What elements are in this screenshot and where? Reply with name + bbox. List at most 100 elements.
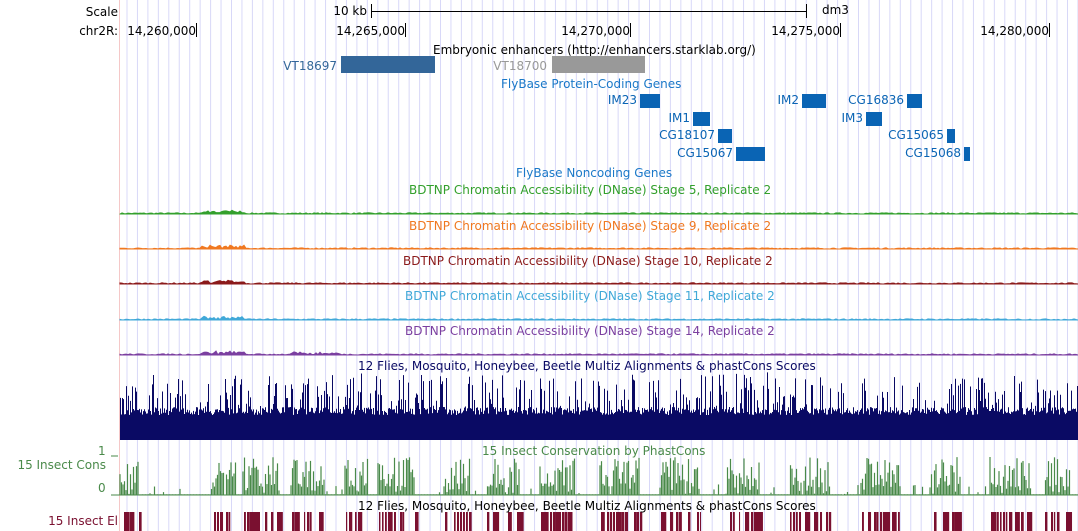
conserved-element	[466, 512, 468, 531]
conserved-element	[946, 512, 950, 531]
dnase-track-title[interactable]: BDTNP Chromatin Accessibility (DNase) St…	[409, 183, 772, 197]
conserved-element	[1045, 512, 1048, 531]
dnase-track-title[interactable]: BDTNP Chromatin Accessibility (DNase) St…	[403, 254, 773, 268]
conserved-element	[661, 512, 665, 531]
conserved-element	[751, 512, 754, 531]
conserved-element	[469, 512, 472, 531]
conserved-element	[244, 512, 246, 531]
gene-feature[interactable]	[693, 112, 710, 126]
protein-genes-track-title[interactable]: FlyBase Protein-Coding Genes	[501, 77, 682, 91]
conserved-element	[877, 512, 879, 531]
conserved-element	[226, 512, 229, 531]
conserved-element	[688, 512, 691, 531]
conserved-element	[280, 512, 283, 531]
elements-track-title[interactable]: 12 Flies, Mosquito, Honeybee, Beetle Mul…	[358, 499, 816, 513]
gene-feature[interactable]	[947, 129, 955, 143]
gene-label[interactable]: CG18107	[659, 128, 715, 142]
gene-feature[interactable]	[907, 94, 922, 108]
gene-feature[interactable]	[640, 94, 660, 108]
conserved-element	[295, 512, 299, 531]
conserved-element	[556, 512, 560, 531]
conserved-element	[997, 512, 999, 531]
conserved-element	[1015, 512, 1019, 531]
gene-label[interactable]: IM23	[607, 93, 637, 107]
conserved-element	[517, 512, 521, 531]
phastcons-track-title[interactable]: 15 Insect Conservation by PhastCons	[482, 444, 706, 458]
conserved-element	[217, 512, 219, 531]
conserved-element	[1027, 512, 1031, 531]
gene-feature[interactable]	[736, 147, 765, 161]
conserved-element	[403, 512, 405, 531]
conserved-element	[277, 512, 281, 531]
conserved-element	[550, 512, 553, 531]
dnase-track-title[interactable]: BDTNP Chromatin Accessibility (DNase) St…	[405, 289, 775, 303]
conserved-element	[487, 512, 490, 531]
conserved-element	[700, 512, 702, 531]
enhancer-feature[interactable]	[552, 56, 645, 73]
conserved-element	[829, 512, 832, 531]
gene-label[interactable]: CG15068	[905, 146, 961, 160]
enhancer-label[interactable]: VT18700	[493, 59, 547, 73]
conserved-element	[247, 512, 250, 531]
conserved-element	[361, 512, 363, 531]
dnase-signal	[119, 244, 1078, 250]
conserved-element	[814, 512, 818, 531]
dnase-signal	[119, 209, 1078, 215]
conserved-element	[349, 512, 353, 531]
gene-label[interactable]: IM3	[841, 111, 863, 125]
conserved-element	[391, 512, 393, 531]
conserved-element	[382, 512, 384, 531]
enhancer-feature[interactable]	[341, 56, 435, 73]
noncoding-genes-track-title[interactable]: FlyBase Noncoding Genes	[516, 166, 673, 180]
conserved-element	[319, 512, 323, 531]
conserved-element	[796, 512, 798, 531]
position-label: 14,280,000	[980, 24, 1049, 38]
conserved-element	[496, 512, 500, 531]
conserved-element	[613, 512, 616, 531]
gene-label[interactable]: CG16836	[848, 93, 904, 107]
gene-feature[interactable]	[866, 112, 882, 126]
gene-label[interactable]: CG15065	[888, 128, 944, 142]
scale-bar-end	[806, 4, 807, 18]
elements-side-label[interactable]: 15 Insect El	[48, 514, 118, 528]
multiz-track-title[interactable]: 12 Flies, Mosquito, Honeybee, Beetle Mul…	[358, 359, 816, 373]
conserved-element	[229, 512, 231, 531]
conserved-element	[304, 512, 306, 531]
conserved-element	[607, 512, 610, 531]
position-tick	[1049, 23, 1050, 37]
conserved-element	[748, 512, 750, 531]
conserved-element	[520, 512, 524, 531]
conserved-element	[307, 512, 310, 531]
conserved-element	[697, 512, 700, 531]
conserved-element	[220, 512, 224, 531]
enhancer-label[interactable]: VT18697	[283, 59, 337, 73]
gene-feature[interactable]	[964, 147, 970, 161]
dnase-track-title[interactable]: BDTNP Chromatin Accessibility (DNase) St…	[405, 324, 775, 338]
conserved-element	[460, 512, 463, 531]
conserved-element	[943, 512, 947, 531]
conserved-element	[991, 512, 995, 531]
conserved-element	[124, 512, 128, 531]
conserved-element	[1054, 512, 1056, 531]
conserved-element	[400, 512, 403, 531]
conserved-element	[640, 512, 643, 531]
conserved-element	[1021, 512, 1024, 531]
gene-label[interactable]: CG15067	[677, 146, 733, 160]
enhancers-track-title[interactable]: Embryonic enhancers (http://enhancers.st…	[433, 43, 756, 57]
phastcons-side-label[interactable]: 15 Insect Cons	[17, 458, 106, 472]
conserved-element	[892, 512, 896, 531]
gene-feature[interactable]	[802, 94, 826, 108]
conserved-element	[874, 512, 877, 531]
chrom-label: chr2R:	[79, 24, 118, 38]
conserved-element	[1006, 512, 1008, 531]
dnase-track-title[interactable]: BDTNP Chromatin Accessibility (DNase) St…	[409, 219, 772, 233]
gene-label[interactable]: IM1	[668, 111, 690, 125]
conserved-element	[754, 512, 758, 531]
scale-bar	[371, 11, 806, 12]
conserved-element	[265, 512, 268, 531]
conserved-element	[544, 512, 548, 531]
scale-bar-start	[371, 4, 372, 18]
gene-feature[interactable]	[718, 129, 732, 143]
conserved-element	[388, 512, 392, 531]
gene-label[interactable]: IM2	[777, 93, 799, 107]
